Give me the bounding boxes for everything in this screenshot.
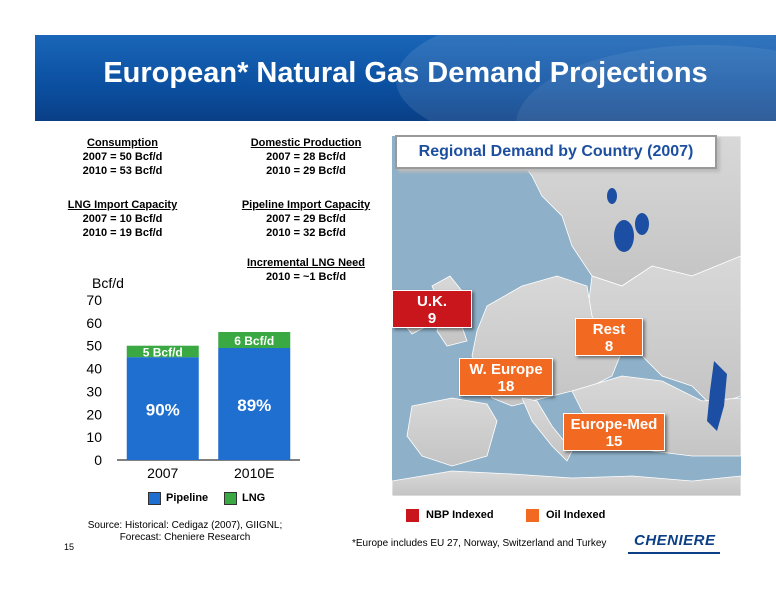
legend-swatch-nbp — [406, 509, 419, 522]
stat-incremental-lng-need: Incremental LNG Need 2010 = ~1 Bcf/d — [232, 256, 380, 284]
y-tick-label: 40 — [86, 361, 102, 377]
region-europe-med: Europe-Med 15 — [563, 413, 665, 451]
legend-swatch-pipeline — [148, 492, 161, 505]
region-name: W. Europe — [469, 361, 543, 378]
stat-heading: LNG Import Capacity — [67, 199, 178, 211]
bar-lng-2007 — [126, 345, 199, 358]
y-tick-label: 20 — [86, 406, 102, 422]
stat-line: 2007 = 28 Bcf/d — [266, 151, 346, 163]
y-axis-label: Bcf/d — [92, 275, 124, 291]
legend-swatch-oil — [526, 509, 539, 522]
stat-heading: Domestic Production — [250, 137, 362, 149]
y-tick-label: 50 — [86, 338, 102, 354]
y-tick-label: 10 — [86, 429, 102, 445]
bar-chart: 0 10 20 30 40 50 60 70 90% 5 Bcf/d 2007 89% 6 Bcf/d 2… — [60, 270, 320, 520]
bar-pipeline-2010E — [218, 348, 291, 460]
x-tick-label: 2010E — [234, 465, 274, 481]
stat-line: 2007 = 10 Bcf/d — [82, 213, 163, 225]
title-banner: European* Natural Gas Demand Projections — [35, 35, 776, 121]
logo-underline — [628, 552, 720, 554]
region-name: U.K. — [417, 293, 447, 310]
source-line: Forecast: Cheniere Research — [119, 532, 251, 543]
stat-line: 2007 = 50 Bcf/d — [82, 151, 163, 163]
y-tick-label: 0 — [94, 452, 102, 468]
stat-line: 2010 = 32 Bcf/d — [266, 227, 346, 239]
page-title: European* Natural Gas Demand Projections — [103, 57, 708, 89]
region-value: 18 — [497, 378, 515, 395]
source-note: Source: Historical: Cedigaz (2007), GIIG… — [80, 520, 290, 544]
region-w-europe: W. Europe 18 — [459, 358, 553, 396]
stat-line: 2010 = ~1 Bcf/d — [265, 271, 347, 283]
legend-swatch-lng — [224, 492, 237, 505]
stat-lng-import-capacity: LNG Import Capacity 2007 = 10 Bcf/d 2010… — [60, 198, 185, 240]
stat-heading: Incremental LNG Need — [247, 257, 365, 269]
y-tick-label: 70 — [86, 292, 102, 308]
y-tick-label: 60 — [86, 315, 102, 331]
bar-pipeline-2007 — [126, 357, 199, 460]
bar-lng-2010E — [218, 332, 291, 348]
stat-line: 2007 = 29 Bcf/d — [266, 213, 346, 225]
data-label: 5 Bcf/d — [143, 345, 183, 359]
stat-line: 2010 = 29 Bcf/d — [266, 165, 346, 177]
stat-line: 2010 = 53 Bcf/d — [82, 165, 163, 177]
banner-wave-decoration — [396, 35, 776, 121]
data-label: 6 Bcf/d — [234, 334, 274, 348]
region-value: 9 — [427, 310, 437, 327]
region-name: Europe-Med — [570, 416, 658, 433]
data-label: 89% — [237, 396, 271, 415]
stat-pipeline-import-capacity: Pipeline Import Capacity 2007 = 29 Bcf/d… — [232, 198, 380, 240]
map-legend: NBP Indexed Oil Indexed — [392, 500, 741, 530]
region-value: 8 — [604, 338, 614, 355]
legend-label-lng: LNG — [242, 492, 266, 504]
region-name: Rest — [592, 321, 626, 338]
x-tick-label: 2007 — [147, 465, 178, 481]
map-title-box: Regional Demand by Country (2007) — [395, 135, 717, 169]
chart-canvas: 0 10 20 30 40 50 60 70 90% 5 Bcf/d 2007 89% 6 Bcf/d 2… — [86, 292, 300, 481]
stat-line: 2010 = 19 Bcf/d — [82, 227, 163, 239]
page-number: 15 — [64, 542, 75, 552]
source-line: Source: Historical: Cedigaz (2007), GIIG… — [87, 520, 283, 531]
stat-consumption: Consumption 2007 = 50 Bcf/d 2010 = 53 Bc… — [60, 136, 185, 178]
map-title: Regional Demand by Country (2007) — [418, 143, 694, 160]
legend-label-pipeline: Pipeline — [166, 492, 209, 504]
region-uk: U.K. 9 — [392, 290, 472, 328]
y-tick-label: 30 — [86, 383, 102, 399]
stat-heading: Pipeline Import Capacity — [241, 199, 371, 211]
legend-label-oil: Oil Indexed — [546, 509, 606, 521]
region-value: 15 — [605, 433, 623, 450]
cheniere-logo: CHENIERE — [634, 532, 716, 549]
footnote: *Europe includes EU 27, Norway, Switzerl… — [352, 538, 607, 549]
stat-heading: Consumption — [87, 137, 158, 149]
stat-domestic-production: Domestic Production 2007 = 28 Bcf/d 2010… — [232, 136, 380, 178]
legend-label-nbp: NBP Indexed — [426, 509, 494, 521]
data-label: 90% — [146, 401, 180, 420]
region-rest: Rest 8 — [575, 318, 643, 356]
